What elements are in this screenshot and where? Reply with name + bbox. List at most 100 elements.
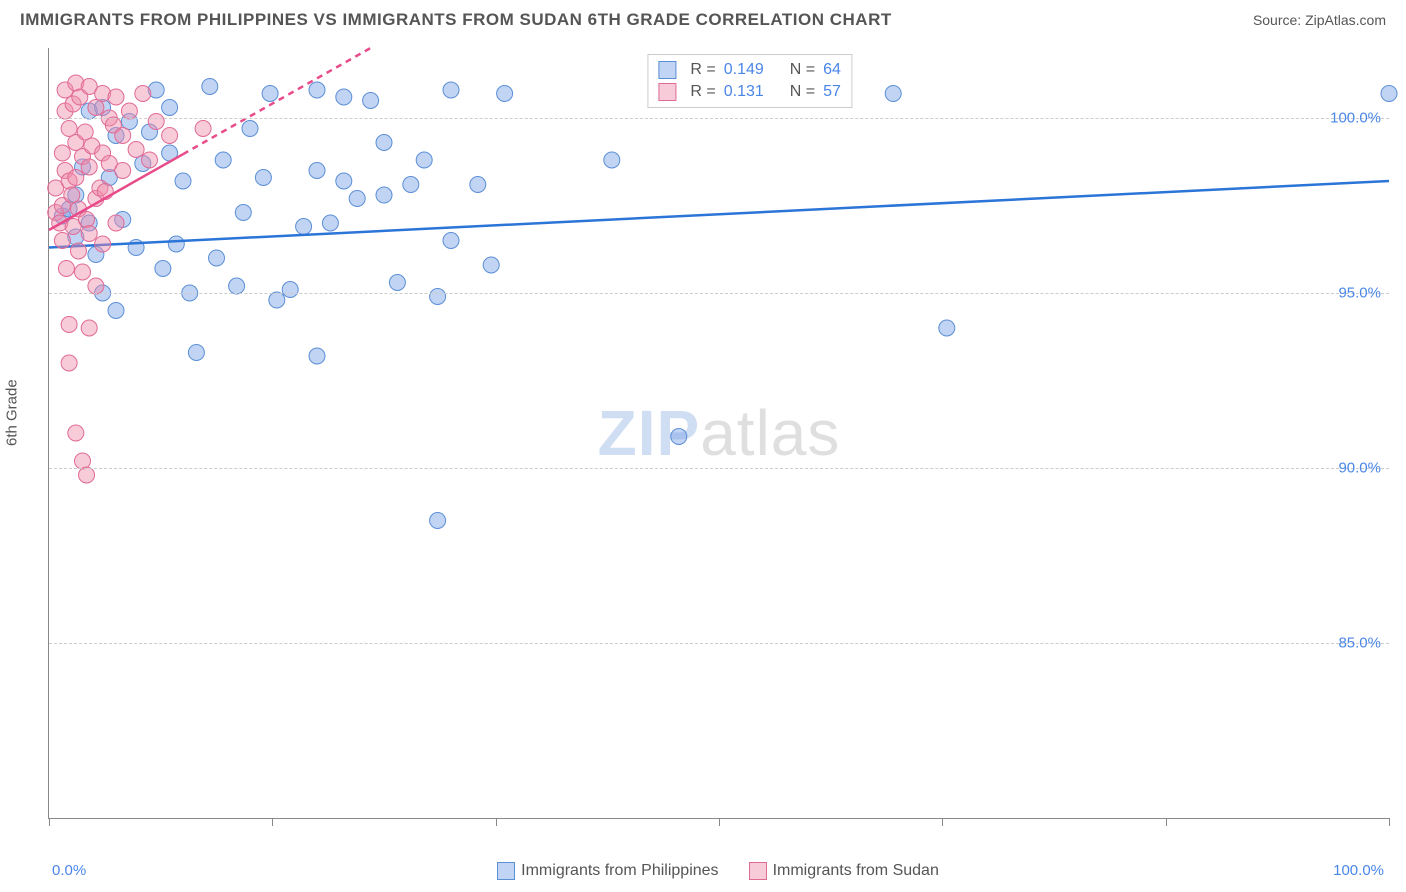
scatter-point	[1381, 86, 1397, 102]
scatter-point	[671, 429, 687, 445]
header: IMMIGRANTS FROM PHILIPPINES VS IMMIGRANT…	[0, 0, 1406, 35]
scatter-point	[188, 345, 204, 361]
scatter-point	[389, 275, 405, 291]
scatter-plot	[49, 48, 1389, 818]
scatter-point	[115, 163, 131, 179]
legend-row: R = 0.131 N = 57	[658, 81, 841, 103]
scatter-point	[262, 86, 278, 102]
scatter-point	[309, 348, 325, 364]
legend-r-value: 0.149	[724, 61, 764, 79]
scatter-point	[349, 191, 365, 207]
scatter-point	[497, 86, 513, 102]
scatter-point	[195, 121, 211, 137]
scatter-point	[376, 135, 392, 151]
scatter-point	[79, 212, 95, 228]
scatter-point	[336, 89, 352, 105]
scatter-point	[336, 173, 352, 189]
scatter-point	[54, 145, 70, 161]
scatter-point	[235, 205, 251, 221]
legend-label: Immigrants from Sudan	[773, 862, 939, 879]
scatter-point	[61, 355, 77, 371]
scatter-point	[68, 425, 84, 441]
scatter-point	[363, 93, 379, 109]
scatter-point	[81, 159, 97, 175]
legend-n-label: N =	[790, 61, 815, 79]
y-axis-label: 6th Grade	[4, 379, 21, 446]
scatter-point	[148, 114, 164, 130]
scatter-point	[430, 513, 446, 529]
scatter-point	[168, 236, 184, 252]
x-tick	[1389, 818, 1390, 826]
scatter-point	[483, 257, 499, 273]
x-tick	[496, 818, 497, 826]
scatter-point	[604, 152, 620, 168]
scatter-point	[162, 128, 178, 144]
scatter-point	[255, 170, 271, 186]
scatter-point	[282, 282, 298, 298]
legend-r-value: 0.131	[724, 83, 764, 101]
scatter-point	[376, 187, 392, 203]
y-tick-label: 100.0%	[1330, 110, 1381, 127]
x-axis-max-label: 100.0%	[1333, 862, 1384, 879]
legend-n-value: 64	[823, 61, 841, 79]
scatter-point	[68, 170, 84, 186]
scatter-point	[79, 467, 95, 483]
scatter-point	[269, 292, 285, 308]
y-tick-label: 95.0%	[1338, 285, 1381, 302]
legend-swatch	[497, 862, 515, 880]
scatter-point	[142, 152, 158, 168]
x-tick	[719, 818, 720, 826]
scatter-point	[162, 100, 178, 116]
scatter-point	[95, 236, 111, 252]
scatter-point	[885, 86, 901, 102]
scatter-point	[108, 303, 124, 319]
x-tick	[272, 818, 273, 826]
scatter-point	[81, 320, 97, 336]
scatter-point	[61, 317, 77, 333]
scatter-point	[58, 261, 74, 277]
scatter-point	[115, 128, 131, 144]
scatter-point	[202, 79, 218, 95]
scatter-point	[322, 215, 338, 231]
scatter-point	[443, 82, 459, 98]
legend-item: Immigrants from Philippines	[497, 862, 718, 880]
chart-area: ZIPatlas R = 0.149 N = 64 R = 0.131 N = …	[48, 48, 1389, 819]
scatter-point	[81, 226, 97, 242]
gridline-h	[49, 118, 1389, 119]
scatter-point	[135, 86, 151, 102]
legend-swatch	[658, 61, 676, 79]
legend-row: R = 0.149 N = 64	[658, 59, 841, 81]
scatter-point	[88, 278, 104, 294]
scatter-point	[443, 233, 459, 249]
scatter-point	[939, 320, 955, 336]
scatter-point	[430, 289, 446, 305]
correlation-legend: R = 0.149 N = 64 R = 0.131 N = 57	[647, 54, 852, 108]
scatter-point	[54, 233, 70, 249]
gridline-h	[49, 293, 1389, 294]
legend-r-label: R =	[690, 61, 715, 79]
scatter-point	[470, 177, 486, 193]
gridline-h	[49, 468, 1389, 469]
x-tick	[942, 818, 943, 826]
x-tick	[1166, 818, 1167, 826]
legend-r-label: R =	[690, 83, 715, 101]
legend-n-value: 57	[823, 83, 841, 101]
scatter-point	[128, 142, 144, 158]
scatter-point	[75, 453, 91, 469]
legend-label: Immigrants from Philippines	[521, 862, 718, 879]
legend-item: Immigrants from Sudan	[749, 862, 939, 880]
scatter-point	[309, 163, 325, 179]
scatter-point	[296, 219, 312, 235]
scatter-point	[215, 152, 231, 168]
scatter-point	[175, 173, 191, 189]
x-tick	[49, 818, 50, 826]
legend-swatch	[658, 83, 676, 101]
scatter-point	[108, 89, 124, 105]
legend-swatch	[749, 862, 767, 880]
scatter-point	[309, 82, 325, 98]
y-tick-label: 85.0%	[1338, 635, 1381, 652]
scatter-point	[209, 250, 225, 266]
page-title: IMMIGRANTS FROM PHILIPPINES VS IMMIGRANT…	[20, 10, 892, 30]
scatter-point	[416, 152, 432, 168]
scatter-point	[108, 215, 124, 231]
